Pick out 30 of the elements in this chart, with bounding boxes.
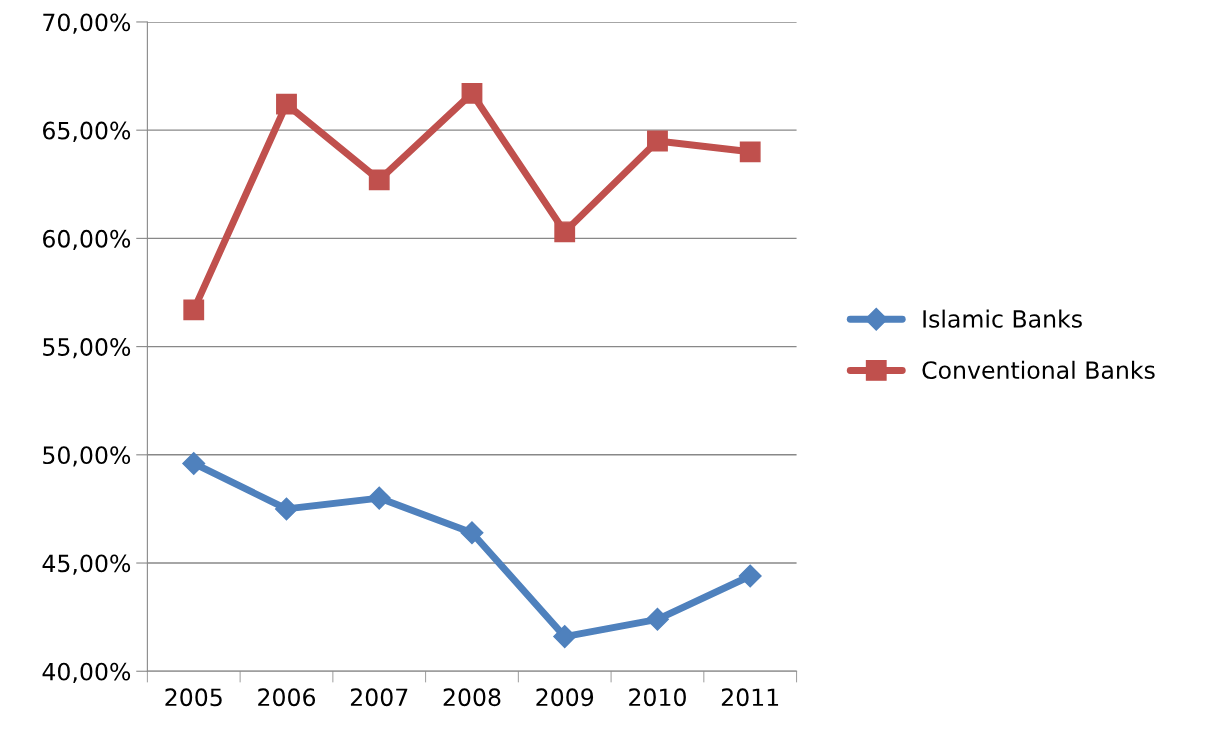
y-tick-label: 45,00% xyxy=(42,554,131,575)
point xyxy=(647,130,668,152)
point xyxy=(368,169,390,191)
legend-label: Conventional Banks xyxy=(922,360,1155,380)
point xyxy=(554,221,576,243)
y-tick-label: 70,00% xyxy=(43,13,131,34)
point xyxy=(460,521,484,545)
x-tick-label: 2009 xyxy=(536,688,594,707)
legend-label: Islamic Banks xyxy=(923,309,1082,328)
point xyxy=(367,486,391,510)
y-tick-label: 65,00% xyxy=(43,121,131,142)
point xyxy=(182,451,206,475)
point xyxy=(274,497,298,521)
x-tick-label: 2006 xyxy=(258,688,316,707)
y-tick-label: 50,00% xyxy=(43,446,131,467)
x-tick-label: 2008 xyxy=(443,688,501,707)
point xyxy=(738,564,762,588)
x-tick-label: 2010 xyxy=(629,688,686,707)
point xyxy=(183,299,205,321)
y-tick-label: 60,00% xyxy=(43,229,131,251)
point xyxy=(739,141,761,163)
y-tick-label: 55,00% xyxy=(43,338,131,359)
point xyxy=(276,93,297,115)
x-tick-label: 2011 xyxy=(721,688,779,707)
point xyxy=(553,625,577,649)
x-tick-label: 2007 xyxy=(350,688,408,707)
point xyxy=(461,82,483,104)
y-tick-label: 40,00% xyxy=(42,662,131,683)
x-tick-label: 2005 xyxy=(165,688,222,707)
point xyxy=(645,607,669,631)
